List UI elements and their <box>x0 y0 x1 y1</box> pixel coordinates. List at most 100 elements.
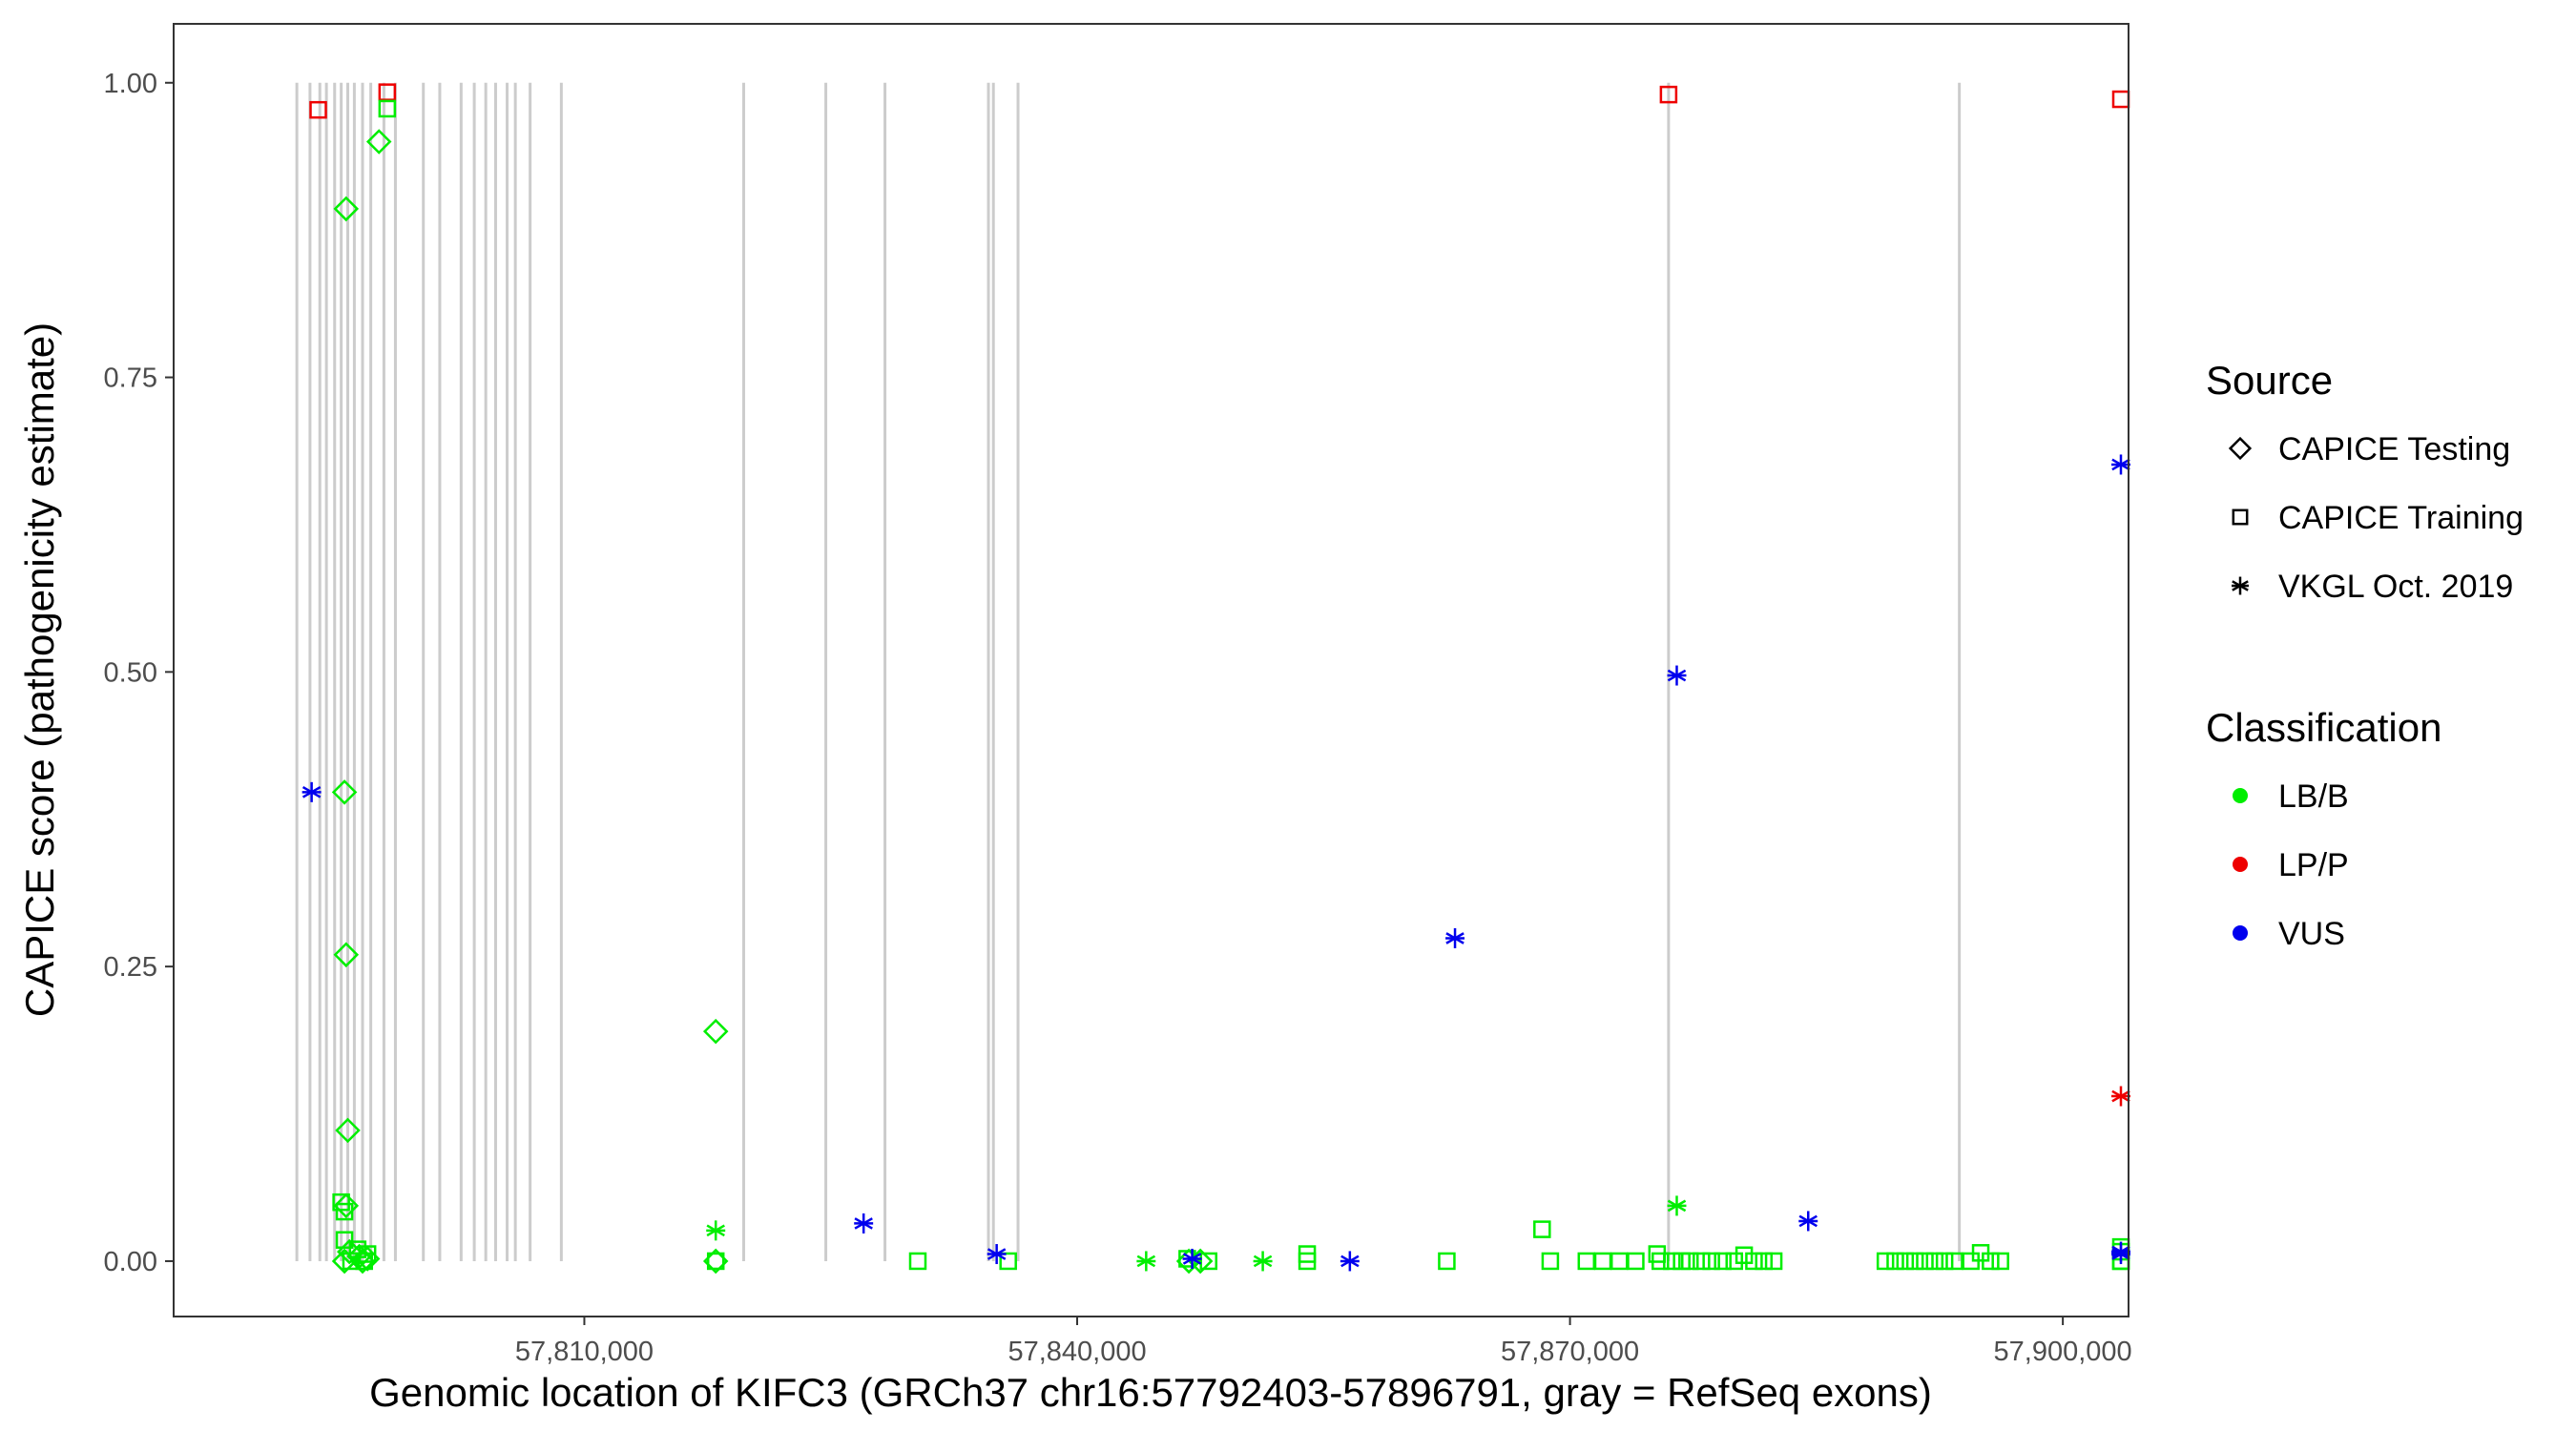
legend-color-dot <box>2233 788 2248 803</box>
data-point-square <box>1298 1252 1317 1271</box>
data-point-square <box>1533 1220 1551 1238</box>
data-point-square <box>1916 1252 1934 1271</box>
x-tick-label: 57,840,000 <box>1008 1337 1146 1367</box>
data-point-asterisk <box>1667 665 1687 686</box>
data-point-square <box>2232 508 2249 526</box>
legend-source-item: VKGL Oct. 2019 <box>2232 569 2513 605</box>
data-point-asterisk <box>1798 1211 1818 1232</box>
y-axis-title: CAPICE score (pathogenicity estimate) <box>17 322 62 1017</box>
data-point-square <box>335 1231 354 1249</box>
y-tick-label: 0.25 <box>104 952 157 983</box>
data-point-square <box>1663 1252 1681 1271</box>
data-point-square <box>1896 1252 1915 1271</box>
data-point-asterisk <box>1445 928 1465 949</box>
data-point-asterisk <box>2232 576 2249 595</box>
data-point-square <box>1702 1252 1720 1271</box>
data-point-square <box>1725 1252 1744 1271</box>
data-point-square <box>1652 1252 1670 1271</box>
legend-color-dot <box>2233 857 2248 872</box>
data-point-square <box>1541 1252 1560 1271</box>
legend-classification-label: VUS <box>2278 916 2345 952</box>
legend-source-item: CAPICE Testing <box>2228 431 2510 467</box>
data-point-square <box>1659 85 1678 104</box>
data-point-asterisk <box>854 1213 874 1234</box>
x-tick-label: 57,810,000 <box>515 1337 654 1367</box>
data-point-square <box>1982 1252 2000 1271</box>
data-point-asterisk <box>2111 1086 2130 1107</box>
data-point-diamond <box>333 942 360 968</box>
legend-classification-title: Classification <box>2206 705 2441 750</box>
data-point-asterisk <box>2111 1244 2130 1265</box>
data-point-square <box>342 1252 361 1271</box>
points-layer <box>301 83 2130 1275</box>
y-tick-label: 0.75 <box>104 363 157 394</box>
y-tick-label: 0.00 <box>104 1247 157 1277</box>
legend-classification-item: LB/B <box>2233 778 2349 815</box>
x-axis: 57,810,000 57,840,000 57,870,000 57,900,000 <box>515 1317 2132 1367</box>
legend-classification-item: LP/P <box>2233 847 2349 883</box>
data-point-square <box>999 1252 1017 1271</box>
data-point-asterisk <box>1253 1251 1273 1272</box>
data-point-diamond <box>333 196 360 222</box>
data-point-asterisk <box>706 1220 726 1241</box>
x-tick-label: 57,870,000 <box>1501 1337 1639 1367</box>
legend-classification-label: LP/P <box>2278 847 2349 883</box>
data-point-diamond <box>2228 436 2253 461</box>
data-point-square <box>1627 1252 1645 1271</box>
data-point-square <box>335 1202 354 1221</box>
y-tick-label: 1.00 <box>104 69 157 99</box>
data-point-diamond <box>702 1018 729 1045</box>
legend-source-label: CAPICE Training <box>2278 500 2524 536</box>
data-point-square <box>332 1192 350 1212</box>
exon-layer <box>295 82 1962 1261</box>
legend-source: Source CAPICE Testing CAPICE Training VKGL… <box>2206 358 2524 605</box>
data-point-square <box>908 1252 927 1271</box>
data-point-square <box>378 83 397 101</box>
data-point-asterisk <box>1182 1248 1202 1269</box>
legend-source-label: VKGL Oct. 2019 <box>2278 569 2513 605</box>
data-point-square <box>1935 1252 1954 1271</box>
legend-source-item: CAPICE Training <box>2232 500 2524 536</box>
data-point-square <box>1714 1252 1732 1271</box>
data-point-asterisk <box>987 1244 1007 1265</box>
data-point-square <box>1886 1252 1904 1271</box>
data-point-square <box>309 100 327 119</box>
y-tick-label: 0.50 <box>104 657 157 688</box>
data-point-square <box>1764 1252 1783 1271</box>
data-point-square <box>1755 1252 1773 1271</box>
data-point-square <box>1905 1252 1924 1271</box>
data-point-diamond <box>365 129 392 155</box>
data-point-square <box>1991 1252 2009 1271</box>
legend-classification: Classification LB/B LP/P VUS <box>2206 705 2441 952</box>
data-point-asterisk <box>2111 454 2130 475</box>
data-point-asterisk <box>1136 1251 1156 1272</box>
data-point-asterisk <box>1340 1251 1360 1272</box>
y-axis: 0.00 0.25 0.50 0.75 1.00 <box>104 69 174 1277</box>
data-point-square <box>1693 1252 1711 1271</box>
data-point-square <box>1438 1252 1456 1271</box>
legend-color-dot <box>2233 925 2248 941</box>
legend-classification-item: VUS <box>2233 916 2345 952</box>
data-point-square <box>1735 1246 1754 1265</box>
data-point-square <box>1745 1252 1763 1271</box>
data-point-diamond <box>333 1192 360 1219</box>
data-point-square <box>378 99 397 118</box>
data-point-asterisk <box>1667 1195 1687 1216</box>
data-point-square <box>1199 1252 1218 1271</box>
data-point-asterisk <box>301 781 322 802</box>
plot-panel-border <box>173 23 2129 1317</box>
data-point-diamond <box>331 779 358 805</box>
legend-source-title: Source <box>2206 358 2333 403</box>
data-point-square <box>1876 1252 1895 1271</box>
legend-source-label: CAPICE Testing <box>2278 431 2510 467</box>
data-point-diamond <box>335 1117 361 1144</box>
data-point-square <box>1681 1252 1699 1271</box>
data-point-square <box>706 1252 725 1271</box>
x-axis-title: Genomic location of KIFC3 (GRCh37 chr16:… <box>369 1370 1932 1415</box>
data-point-square <box>1925 1252 1944 1271</box>
data-point-square <box>355 1252 373 1271</box>
legend-classification-label: LB/B <box>2278 778 2349 815</box>
x-tick-label: 57,900,000 <box>1994 1337 2132 1367</box>
